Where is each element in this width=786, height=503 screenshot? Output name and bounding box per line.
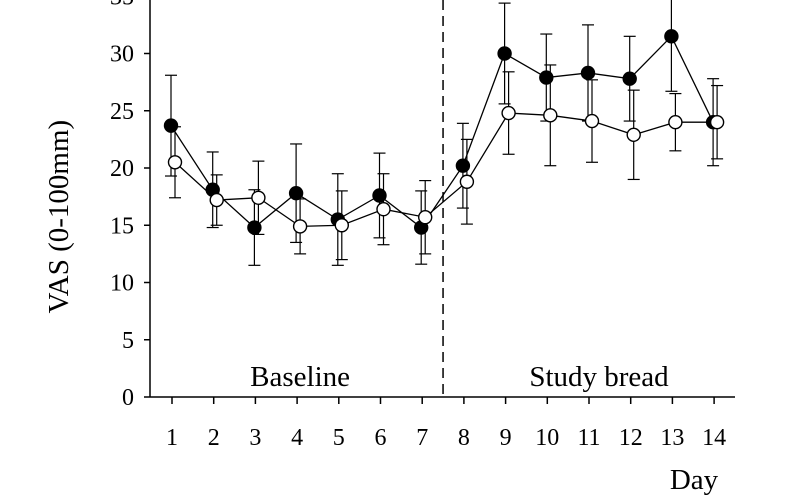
point-open-day-7 <box>418 210 433 225</box>
point-open-day-8 <box>459 174 475 189</box>
y-tick-label-35: 35 <box>110 0 134 10</box>
y-tick-label-30: 30 <box>110 42 134 68</box>
x-tick-label-4: 4 <box>291 425 303 451</box>
y-axis-title: VAS (0-100mm) <box>43 120 75 314</box>
point-filled-day-6 <box>372 188 387 203</box>
point-open-day-3 <box>251 190 266 205</box>
point-filled-day-9 <box>497 46 512 61</box>
point-filled-day-3 <box>247 220 262 235</box>
point-open-day-2 <box>209 192 224 208</box>
point-filled-day-10 <box>539 70 554 85</box>
y-tick-label-10: 10 <box>110 271 134 297</box>
point-open-day-4 <box>292 219 308 234</box>
y-tick-label-15: 15 <box>110 213 134 239</box>
point-filled-day-8 <box>455 158 471 173</box>
x-tick-label-13: 13 <box>660 425 684 451</box>
point-open-day-6 <box>376 202 391 217</box>
x-tick-label-3: 3 <box>249 425 261 451</box>
x-tick-label-12: 12 <box>619 425 643 451</box>
x-tick-label-7: 7 <box>416 425 428 451</box>
point-filled-day-11 <box>580 65 596 81</box>
series-line-open <box>174 112 718 228</box>
x-tick-label-10: 10 <box>535 425 559 451</box>
region-label-baseline: Baseline <box>250 361 350 393</box>
region-label-study-bread: Study bread <box>529 361 669 393</box>
y-tick-label-5: 5 <box>122 328 134 354</box>
chart-labels: VAS (0-100mm) Day Baseline Study bread <box>43 120 719 496</box>
series-markers <box>163 29 725 235</box>
point-open-day-14 <box>709 114 725 130</box>
point-open-day-12 <box>626 127 641 142</box>
axes: 051015202530351234567891011121314 <box>110 0 735 451</box>
x-tick-label-5: 5 <box>333 425 345 451</box>
point-open-day-1 <box>167 155 183 170</box>
x-tick-label-14: 14 <box>702 425 726 451</box>
point-open-day-13 <box>668 114 683 130</box>
point-filled-day-1 <box>163 118 179 133</box>
x-axis-title: Day <box>670 464 719 496</box>
point-filled-day-13 <box>664 29 679 44</box>
x-tick-label-1: 1 <box>166 425 178 451</box>
point-open-day-9 <box>501 105 516 121</box>
point-open-day-11 <box>584 113 600 129</box>
y-tick-label-25: 25 <box>110 99 134 125</box>
y-tick-label-20: 20 <box>110 156 134 182</box>
x-tick-label-9: 9 <box>500 425 512 451</box>
point-filled-day-4 <box>288 185 304 201</box>
x-tick-label-2: 2 <box>208 425 220 451</box>
x-tick-label-11: 11 <box>577 425 600 451</box>
y-tick-label-0: 0 <box>122 385 134 411</box>
x-tick-label-6: 6 <box>375 425 387 451</box>
point-filled-day-12 <box>622 71 637 86</box>
x-tick-label-8: 8 <box>458 425 470 451</box>
point-open-day-5 <box>334 218 349 233</box>
point-open-day-10 <box>543 108 558 123</box>
